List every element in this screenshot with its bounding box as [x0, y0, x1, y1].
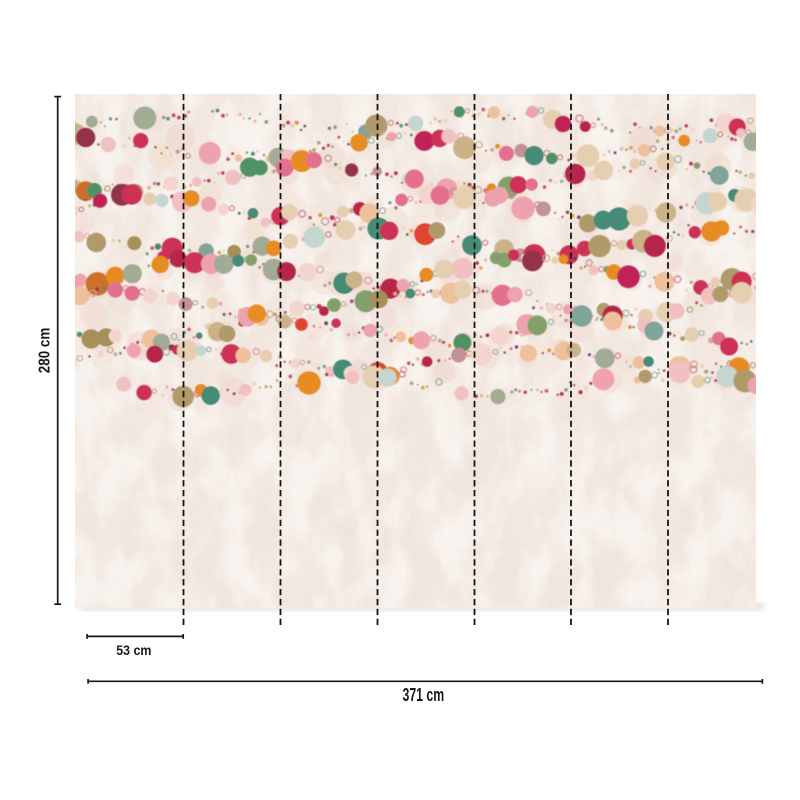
svg-text:53 cm: 53 cm [116, 643, 151, 659]
svg-text:371 cm: 371 cm [403, 685, 445, 705]
svg-text:280 cm: 280 cm [37, 328, 54, 374]
